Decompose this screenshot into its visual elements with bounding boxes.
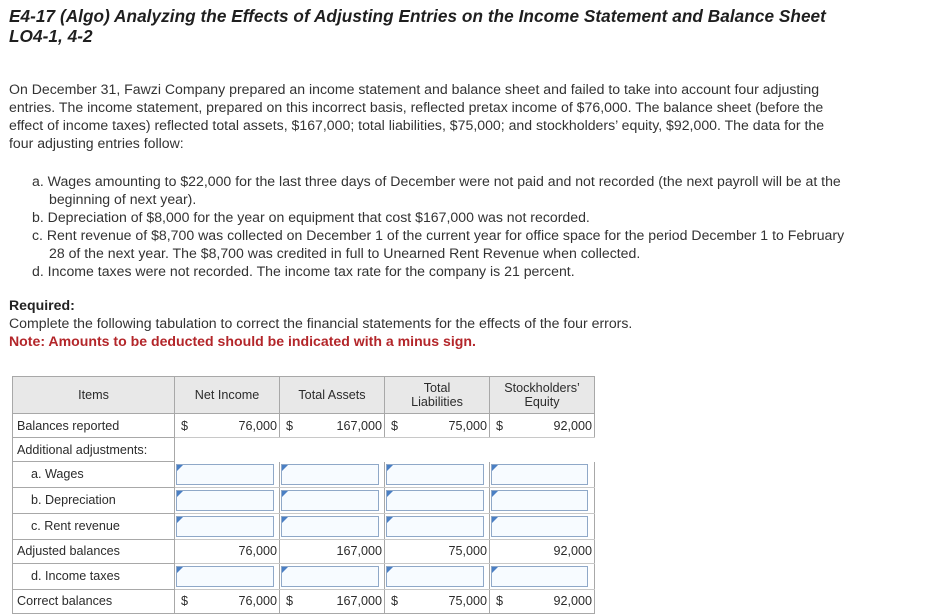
correct-equity: 92,000 [516, 589, 595, 614]
adjusting-entries-list: a. Wages amounting to $22,000 for the la… [32, 172, 947, 280]
correct-total-liabilities: 75,000 [411, 589, 490, 614]
depreciation-total-liabilities-input[interactable] [386, 489, 484, 511]
entry-b-line-1: b. Depreciation of $8,000 for the year o… [32, 209, 590, 225]
header-stockholders-equity: Stockholders’ Equity [489, 376, 595, 414]
required-text: Complete the following tabulation to cor… [9, 315, 633, 331]
header-total-liabilities: Total Liabilities [384, 376, 490, 414]
header-total-assets: Total Assets [279, 376, 385, 414]
currency-symbol: $ [279, 589, 306, 614]
label-income-taxes: d. Income taxes [12, 563, 175, 590]
adjusted-net-income: 76,000 [201, 539, 280, 564]
currency-symbol: $ [489, 589, 516, 614]
depreciation-net-income-input[interactable] [176, 489, 274, 511]
label-depreciation: b. Depreciation [12, 487, 175, 514]
currency-symbol: $ [279, 413, 306, 438]
depreciation-total-assets-input[interactable] [281, 489, 379, 511]
taxes-net-income-input[interactable] [176, 565, 274, 587]
title-line-1: E4-17 (Algo) Analyzing the Effects of Ad… [9, 6, 826, 26]
label-rent-revenue: c. Rent revenue [12, 513, 175, 540]
row-adjusted-balances: Adjusted balances 76,000 167,000 75,000 … [12, 539, 595, 564]
problem-intro: On December 31, Fawzi Company prepared a… [9, 80, 944, 152]
row-rent-revenue: c. Rent revenue [12, 513, 595, 540]
header-net-income: Net Income [174, 376, 280, 414]
entry-c-line-2: 28 of the next year. The $8,700 was cred… [49, 245, 641, 261]
rent-total-liabilities-input[interactable] [386, 515, 484, 537]
label-adjusted-balances: Adjusted balances [12, 539, 175, 564]
row-depreciation: b. Depreciation [12, 487, 595, 514]
intro-line-1: On December 31, Fawzi Company prepared a… [9, 81, 820, 97]
header-items: Items [12, 376, 175, 414]
intro-line-4: four adjusting entries follow: [9, 135, 184, 151]
currency-symbol: $ [174, 589, 201, 614]
reported-total-liabilities: 75,000 [411, 413, 490, 438]
adjusted-total-assets: 167,000 [306, 539, 385, 564]
row-wages: a. Wages [12, 461, 595, 488]
row-income-taxes: d. Income taxes [12, 563, 595, 590]
label-balances-reported: Balances reported [12, 413, 175, 438]
rent-equity-input[interactable] [491, 515, 588, 537]
reported-equity: 92,000 [516, 413, 595, 438]
currency-symbol: $ [384, 589, 411, 614]
row-correct-balances: Correct balances $ 76,000 $ 167,000 $ 75… [12, 589, 595, 614]
wages-net-income-input[interactable] [176, 463, 274, 485]
adjusted-total-liabilities: 75,000 [411, 539, 490, 564]
entry-a-line-2: beginning of next year). [49, 191, 197, 207]
tabulation-table: Items Net Income Total Assets Total Liabi… [12, 376, 595, 614]
reported-total-assets: 167,000 [306, 413, 385, 438]
intro-line-3: effect of income taxes) reflected total … [9, 117, 825, 133]
title-line-2: LO4-1, 4-2 [9, 26, 93, 46]
wages-equity-input[interactable] [491, 463, 588, 485]
correct-total-assets: 167,000 [306, 589, 385, 614]
currency-symbol: $ [384, 413, 411, 438]
taxes-total-liabilities-input[interactable] [386, 565, 484, 587]
taxes-total-assets-input[interactable] [281, 565, 379, 587]
entry-d-line-1: d. Income taxes were not recorded. The i… [32, 263, 575, 279]
entry-a-line-1: a. Wages amounting to $22,000 for the la… [32, 173, 841, 189]
rent-net-income-input[interactable] [176, 515, 274, 537]
rent-total-assets-input[interactable] [281, 515, 379, 537]
required-note: Note: Amounts to be deducted should be i… [9, 333, 476, 349]
depreciation-equity-input[interactable] [491, 489, 588, 511]
correct-net-income: 76,000 [201, 589, 280, 614]
wages-total-assets-input[interactable] [281, 463, 379, 485]
intro-line-2: entries. The income statement, prepared … [9, 99, 824, 115]
wages-total-liabilities-input[interactable] [386, 463, 484, 485]
row-additional-adjustments: Additional adjustments: [12, 437, 595, 462]
required-label: Required: [9, 297, 75, 313]
currency-symbol: $ [489, 413, 516, 438]
entry-c-line-1: c. Rent revenue of $8,700 was collected … [32, 227, 845, 243]
problem-title: E4-17 (Algo) Analyzing the Effects of Ad… [9, 6, 939, 46]
adjusted-equity: 92,000 [516, 539, 595, 564]
label-additional-adjustments: Additional adjustments: [12, 437, 175, 462]
currency-symbol: $ [174, 413, 201, 438]
label-wages: a. Wages [12, 461, 175, 488]
reported-net-income: 76,000 [201, 413, 280, 438]
table-header-row: Items Net Income Total Assets Total Liabi… [12, 376, 595, 414]
taxes-equity-input[interactable] [491, 565, 588, 587]
required-section: Required: Complete the following tabulat… [9, 296, 939, 350]
label-correct-balances: Correct balances [12, 589, 175, 614]
row-balances-reported: Balances reported $ 76,000 $ 167,000 $ 7… [12, 413, 595, 438]
